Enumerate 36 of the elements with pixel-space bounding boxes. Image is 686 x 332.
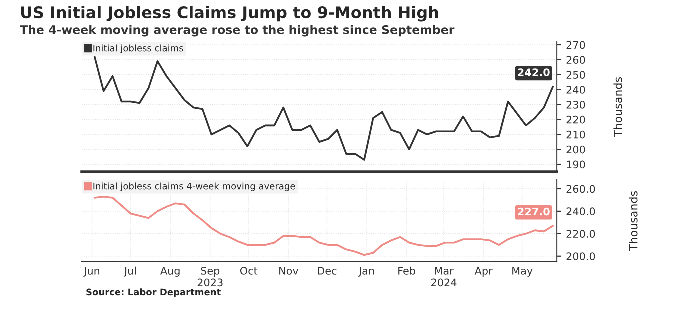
line-series bbox=[94, 196, 554, 256]
x-tick-label: Jul bbox=[124, 266, 136, 277]
x-tick-label: Mar 2024 bbox=[432, 267, 457, 287]
x-tick-label: Jan bbox=[358, 267, 374, 277]
chart-subtitle: The 4-week moving average rose to the highest since September bbox=[20, 25, 455, 37]
y-tick-label: 240 bbox=[566, 86, 586, 94]
y-tick-label: 240.0 bbox=[566, 208, 596, 216]
legend-label: Initial jobless claims bbox=[94, 44, 184, 54]
y-tick-label: 220 bbox=[566, 116, 586, 124]
y-tick-label: 260.0 bbox=[566, 185, 596, 194]
x-tick-label: Dec bbox=[318, 267, 337, 275]
y-tick-label: 200 bbox=[566, 146, 586, 154]
x-tick-label: Oct bbox=[240, 267, 258, 275]
x-tick-label: Apr bbox=[474, 267, 493, 277]
y-axis-title: Thousands bbox=[614, 77, 622, 138]
y-tick-label: 230 bbox=[566, 100, 586, 109]
y-tick-label: 190 bbox=[567, 160, 586, 169]
x-tick-label: Feb bbox=[398, 266, 416, 275]
chart-title: US Initial Jobless Claims Jump to 9-Month High bbox=[21, 6, 438, 22]
source-note: Source: Labor Department bbox=[86, 288, 221, 298]
line-series bbox=[94, 56, 554, 161]
x-tick-label: Nov bbox=[280, 267, 299, 275]
data-label: 242.0 bbox=[518, 68, 550, 76]
y-tick-label: 270 bbox=[566, 41, 586, 50]
legend-label: Initial jobless claims 4-week moving average bbox=[94, 182, 296, 192]
y-tick-label: 210 bbox=[566, 130, 586, 139]
y-tick-label: 200.0 bbox=[566, 252, 596, 260]
y-axis-title: Thousands bbox=[629, 191, 638, 252]
x-tick-label: Aug bbox=[160, 267, 180, 277]
y-tick-label: 250 bbox=[566, 71, 586, 79]
x-tick-label: May bbox=[512, 267, 533, 277]
y-tick-label: 220.0 bbox=[566, 230, 596, 238]
y-tick-label: 260 bbox=[566, 56, 586, 64]
data-label: 227.0 bbox=[518, 208, 550, 216]
x-tick-label: Jun bbox=[84, 267, 100, 277]
x-tick-label: Sep 2023 bbox=[198, 267, 223, 287]
